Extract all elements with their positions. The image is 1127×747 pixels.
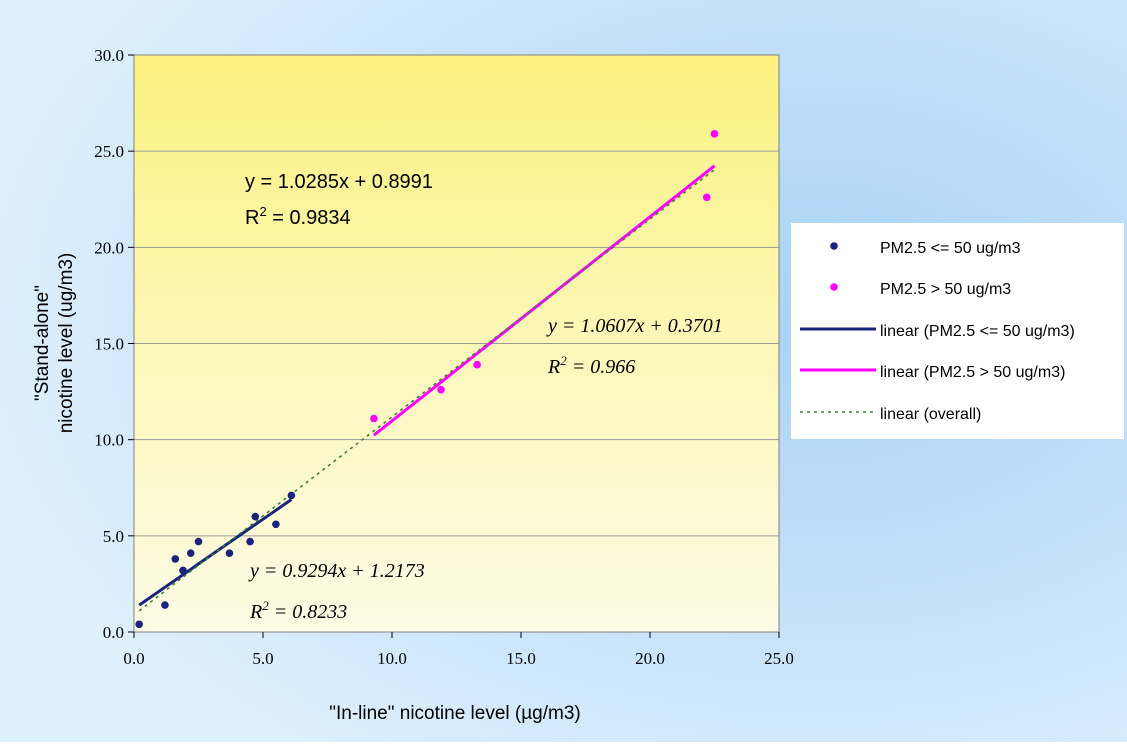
data-point-low	[186, 549, 195, 557]
y-tick-label: 30.0	[94, 46, 124, 65]
data-point-high	[702, 193, 711, 202]
x-tick-label: 15.0	[506, 649, 536, 668]
trendline-linear-pm2-5-50-ug-m3-	[138, 498, 293, 607]
trend-layer	[138, 164, 716, 612]
y-tick-label: 15.0	[94, 335, 124, 354]
legend-marker	[830, 283, 838, 291]
y-axis-title: "Stand-alone" nicotine level (ug/m3)	[32, 253, 77, 434]
data-point-low	[225, 549, 234, 557]
legend-label-linear-high: linear (PM2.5 > 50 ug/m3)	[880, 364, 1065, 381]
r2-overall-label: R2 = 0.9834	[245, 204, 351, 229]
legend-label-high: PM2.5 > 50 ug/m3	[880, 281, 1011, 298]
x-tick-label: 0.0	[123, 649, 144, 668]
legend-marks	[800, 242, 876, 413]
x-tick-label: 20.0	[635, 649, 665, 668]
data-point-high	[370, 414, 378, 423]
data-point-low	[194, 537, 203, 546]
data-point-low	[161, 601, 169, 609]
legend-box	[791, 223, 1124, 439]
y-tick-label: 20.0	[94, 238, 124, 257]
equation-overall: y = 1.0285x + 0.8991 R2 = 0.9834	[245, 171, 433, 229]
r2-high-label: R2 = 0.966	[547, 353, 635, 378]
legend: PM2.5 <= 50 ug/m3 PM2.5 > 50 ug/m3 linea…	[791, 223, 1124, 439]
data-point-high	[437, 385, 445, 394]
data-point-low	[287, 491, 296, 500]
x-tick-label: 25.0	[764, 649, 794, 668]
y-axis-title-line-2: nicotine level (ug/m3)	[56, 253, 77, 434]
x-tick-label: 5.0	[252, 649, 273, 668]
legend-label-linear-overall: linear (overall)	[880, 406, 981, 423]
data-point-low	[246, 537, 254, 546]
point-layer	[135, 130, 719, 629]
equation-high-line: y = 1.0607x + 0.3701	[546, 315, 723, 337]
data-point-low	[251, 512, 260, 521]
legend-label-low: PM2.5 <= 50 ug/m3	[880, 240, 1021, 257]
equation-low-line: y = 0.9294x + 1.2173	[248, 560, 425, 582]
data-point-high	[710, 130, 719, 138]
tick-layer: 0.0 5.0 10.0 15.0 20.0 25.0 30.0 0.0 5.0 10.0 15.0…	[94, 46, 794, 668]
data-point-low	[171, 555, 180, 563]
y-tick-label: 5.0	[103, 527, 124, 546]
equation-high: y = 1.0607x + 0.3701 R2 = 0.966	[546, 315, 723, 378]
legend-marker	[830, 242, 838, 250]
trendline-linear-overall-	[138, 168, 715, 612]
y-axis-title-line-1: "Stand-alone"	[32, 285, 53, 401]
data-point-low	[179, 566, 187, 575]
y-tick-label: 10.0	[94, 431, 124, 450]
legend-label-linear-low: linear (PM2.5 <= 50 ug/m3)	[880, 323, 1075, 340]
y-tick-label: 25.0	[94, 142, 124, 161]
y-tick-label: 0.0	[103, 623, 124, 642]
equation-overall-line: y = 1.0285x + 0.8991	[245, 171, 433, 193]
x-tick-label: 10.0	[377, 649, 407, 668]
x-axis-title: "In-line" nicotine level (µg/m3)	[329, 703, 580, 724]
data-point-high	[473, 360, 481, 369]
trendline-linear-pm2-5-50-ug-m3-	[372, 164, 716, 437]
data-point-low	[272, 520, 280, 529]
data-point-low	[135, 620, 143, 629]
